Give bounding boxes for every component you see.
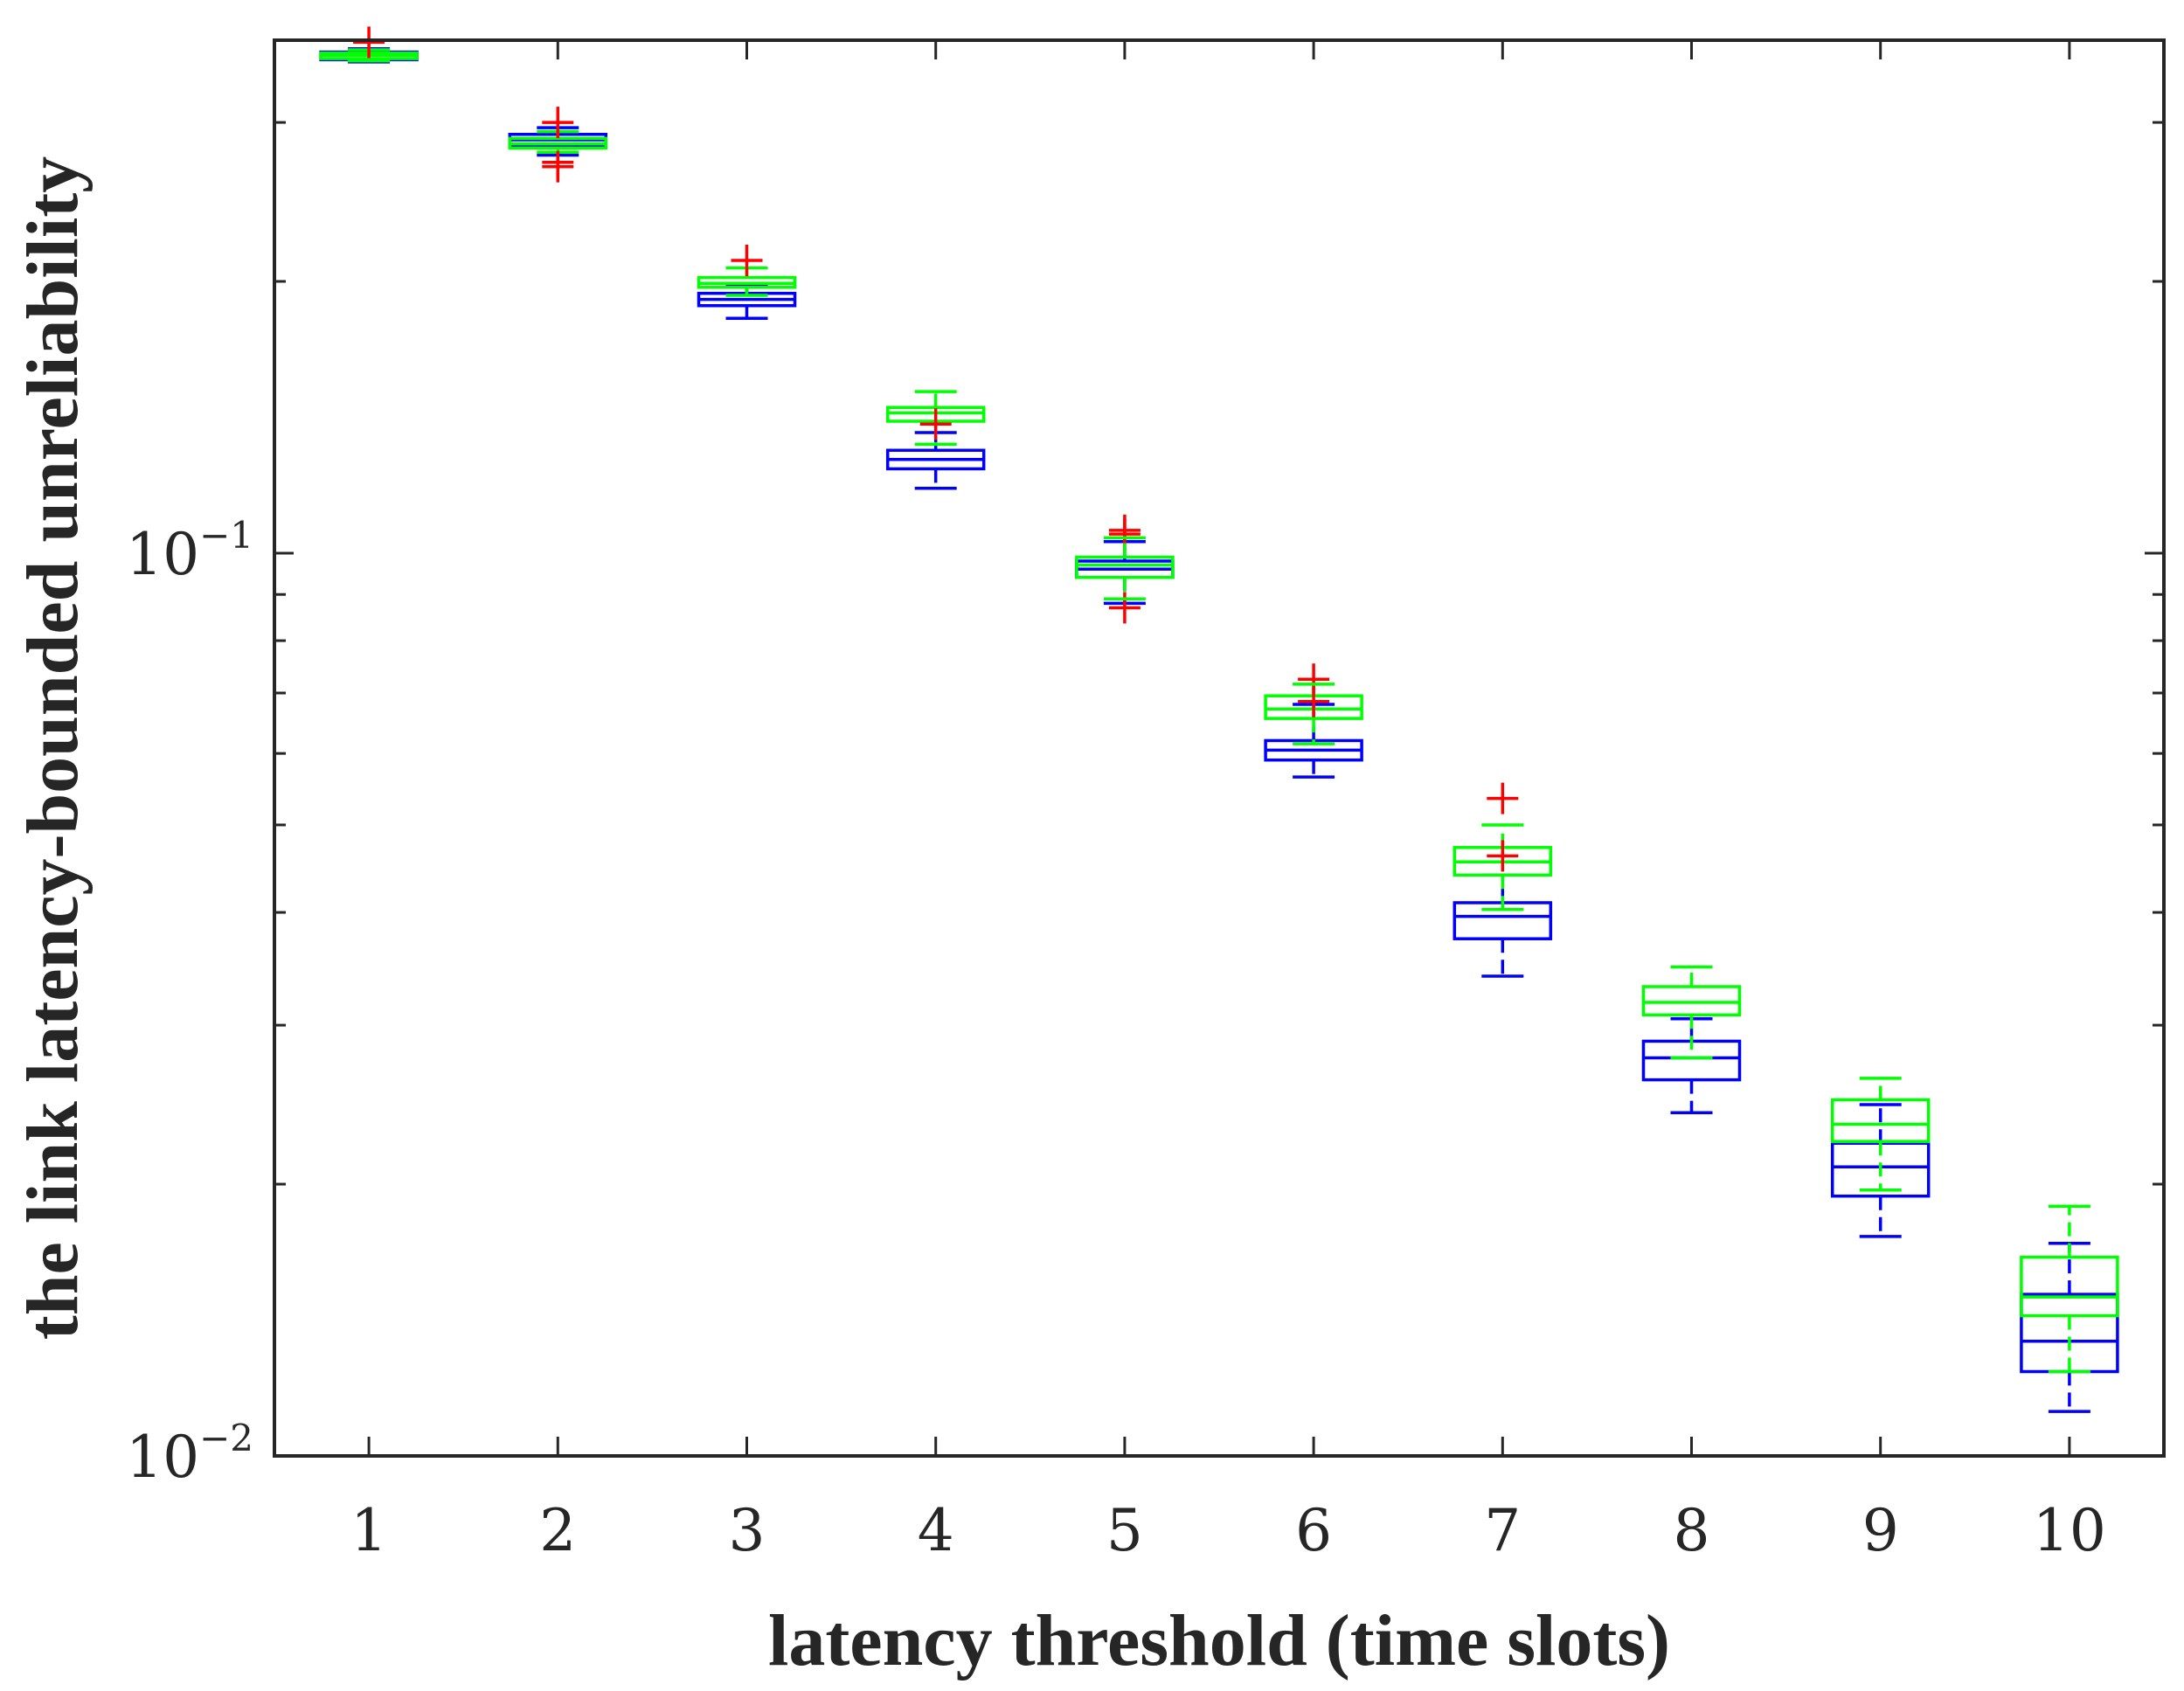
box-iqr [1641, 985, 1742, 1017]
outlier-marker [1108, 514, 1141, 546]
box-x9 [1830, 1077, 1931, 1192]
series-green [319, 26, 2119, 1374]
box-x8 [1641, 965, 1742, 1060]
x-axis-label: latency threshold (time slots) [768, 1600, 1670, 1681]
x-tick-label-6: 6 [1295, 1497, 1332, 1564]
x-tick-label-8: 8 [1674, 1497, 1710, 1564]
box-iqr [1075, 555, 1175, 579]
outlier-marker [731, 244, 763, 276]
y-tick-base: 10 [126, 521, 199, 588]
box-x6 [1264, 683, 1363, 745]
x-tick-label-9: 9 [1862, 1497, 1899, 1564]
y-tick-base: 10 [126, 1424, 199, 1491]
y-axis-label: the link latency-bounded unreliability [12, 156, 94, 1340]
outlier-marker [542, 107, 574, 139]
x-tick-label-10: 10 [2033, 1497, 2106, 1564]
box-x10 [2020, 1204, 2119, 1374]
outlier-marker [1487, 782, 1519, 814]
box-x1 [319, 26, 419, 63]
x-tick-label-5: 5 [1106, 1497, 1143, 1564]
box-x5 [1075, 536, 1175, 601]
box-x4 [885, 390, 986, 447]
y-tick-exponent: −1 [199, 514, 253, 557]
outlier-marker [1487, 840, 1519, 872]
plot-frame [273, 38, 2166, 1458]
x-tick-label-1: 1 [350, 1497, 387, 1564]
box-x7 [1453, 823, 1553, 911]
x-tick-label-3: 3 [729, 1497, 766, 1564]
box-x4 [885, 431, 986, 490]
y-tick-labels: 10−210−1 [126, 514, 253, 1491]
x-tick-labels: 1 2 3 4 5 6 7 8 9 10 [350, 1497, 2106, 1564]
box-iqr [2020, 1255, 2119, 1318]
box-x3 [697, 244, 797, 297]
x-tick-label-7: 7 [1484, 1497, 1521, 1564]
y-tick-label-−1: 10−1 [126, 514, 253, 588]
outlier-marker [1108, 592, 1141, 624]
axis-ticks [274, 40, 2164, 1458]
x-tick-label-2: 2 [539, 1497, 576, 1564]
outlier-marker [542, 150, 574, 183]
box-iqr [1830, 1098, 1931, 1143]
outlier-marker [1298, 685, 1330, 717]
box-x2 [508, 107, 608, 183]
outlier-marker [353, 26, 385, 59]
box-series [319, 26, 2119, 1413]
y-tick-label-−2: 10−2 [126, 1417, 253, 1491]
outlier-marker [919, 408, 952, 440]
x-tick-label-4: 4 [918, 1497, 954, 1564]
y-tick-exponent: −2 [199, 1417, 253, 1459]
